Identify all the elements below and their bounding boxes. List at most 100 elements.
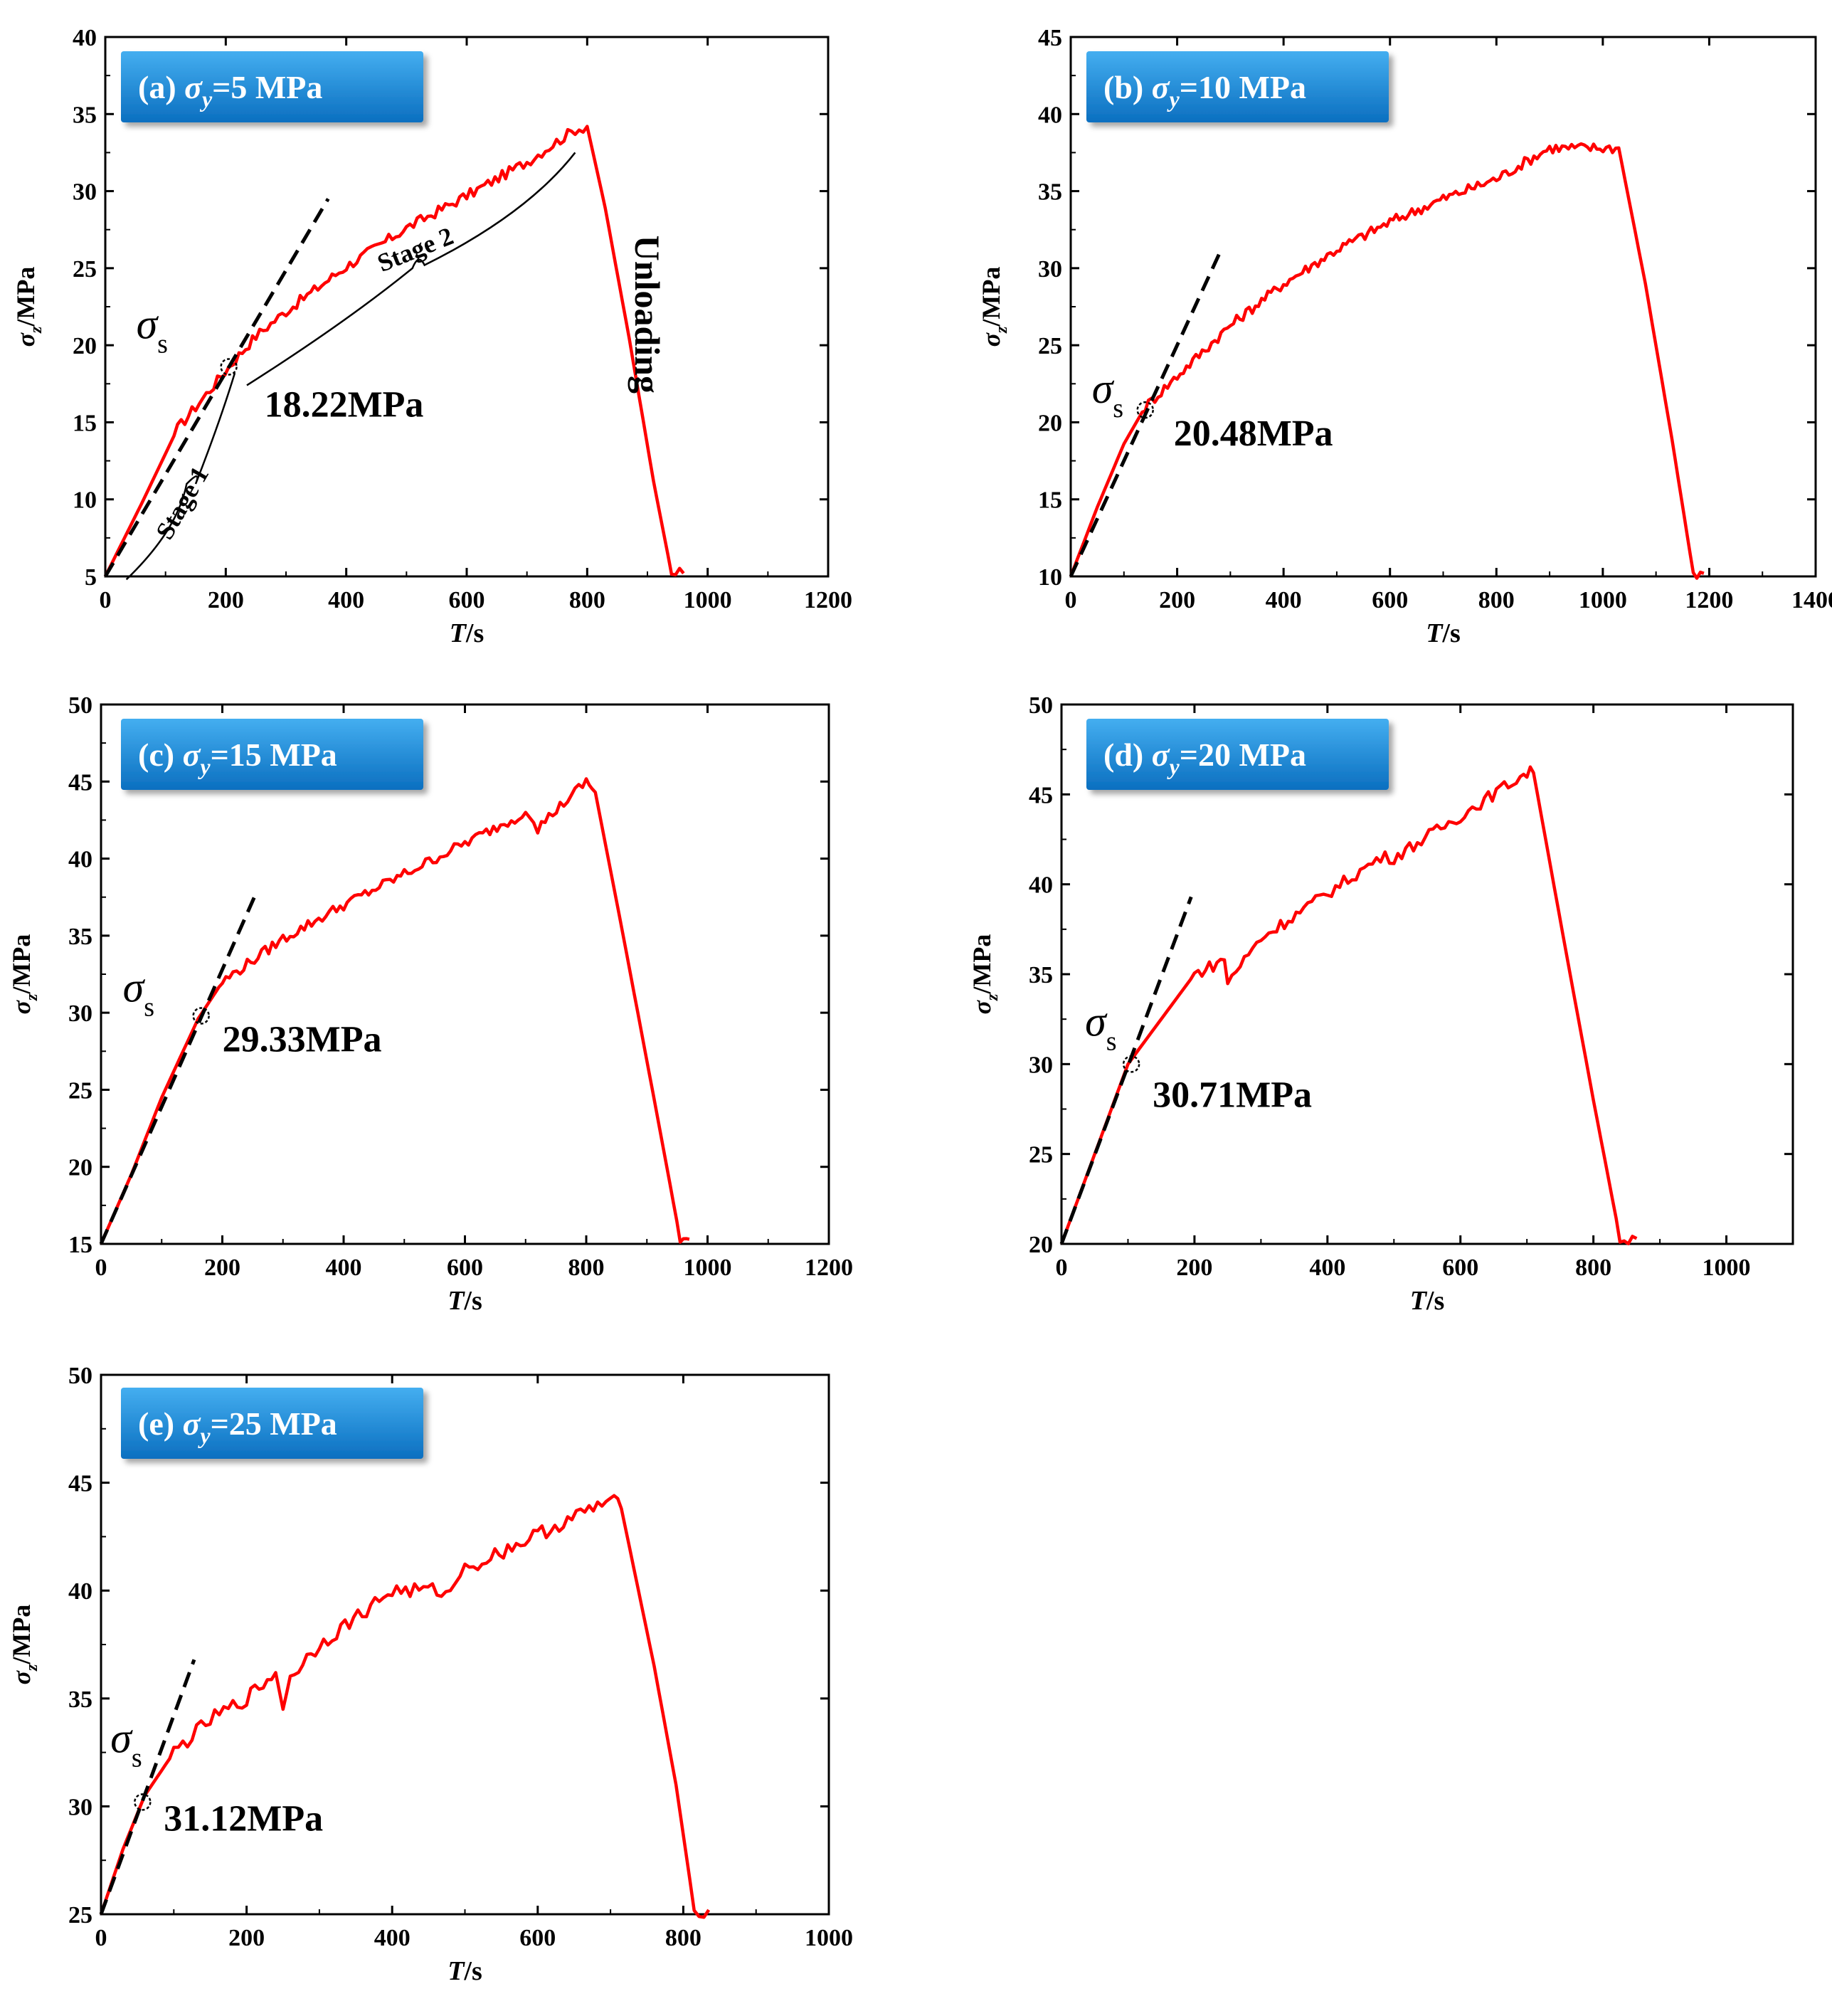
y-tick-label: 30 (68, 1001, 92, 1027)
chart-panel-0: 0 200 400 600 800 1000 1200 5 10 15 20 25 30 35 40 T/s σ… (11, 25, 852, 648)
title-background (121, 719, 423, 790)
x-tick-label: 400 (1266, 587, 1302, 613)
x-tick-label: 200 (228, 1925, 265, 1951)
y-tick-label: 40 (68, 1578, 92, 1605)
x-tick-label: 200 (1176, 1255, 1212, 1281)
y-tick-label: 5 (85, 564, 97, 591)
x-tick-label: 800 (1478, 587, 1515, 613)
x-axis-label: T/s (450, 618, 485, 648)
x-tick-label: 800 (665, 1925, 701, 1951)
x-axis-label: T/s (1410, 1286, 1445, 1316)
elastic-fit-line (1069, 252, 1222, 578)
panel-title-box: (e) σy=25 MPa (121, 1388, 423, 1459)
y-tick-label: 15 (73, 410, 97, 436)
x-tick-label: 1000 (805, 1925, 853, 1951)
yield-symbol: σs (110, 1714, 142, 1773)
y-tick-label: 50 (1029, 692, 1053, 719)
x-tick-label: 200 (1159, 587, 1195, 613)
y-tick-label: 50 (68, 692, 92, 719)
y-tick-label: 25 (1029, 1142, 1053, 1168)
y-tick-label: 40 (1038, 102, 1062, 128)
y-tick-label: 30 (1038, 256, 1062, 283)
x-tick-label: 1200 (1685, 587, 1733, 613)
y-tick-label: 30 (73, 179, 97, 206)
yield-value-label: 29.33MPa (223, 1019, 382, 1060)
stage2-brace (246, 152, 576, 386)
x-tick-label: 600 (519, 1925, 556, 1951)
x-axis-label: T/s (448, 1956, 482, 1986)
x-tick-label: 200 (208, 587, 244, 613)
y-tick-label: 45 (1038, 25, 1062, 51)
x-tick-label: 0 (95, 1255, 107, 1281)
y-tick-label: 45 (68, 1471, 92, 1497)
x-tick-label: 1000 (1703, 1255, 1751, 1281)
yield-symbol: σs (1085, 998, 1116, 1056)
y-tick-label: 20 (1038, 410, 1062, 436)
y-tick-label: 45 (68, 769, 92, 796)
x-tick-label: 1000 (684, 587, 732, 613)
y-tick-label: 20 (73, 333, 97, 359)
x-tick-label: 600 (1372, 587, 1408, 613)
y-tick-label: 15 (1038, 487, 1062, 514)
x-axis-label: T/s (1426, 618, 1461, 648)
series-line-0 (1059, 765, 1638, 1246)
stage1-brace (125, 372, 236, 581)
x-tick-label: 1000 (1579, 587, 1627, 613)
y-axis-label: σz/MPa (11, 267, 46, 347)
x-tick-label: 1200 (805, 1255, 853, 1281)
panel-title: (c) σy=15 MPa (138, 737, 337, 779)
y-tick-label: 35 (1038, 179, 1062, 206)
yield-symbol: σs (1092, 365, 1123, 423)
panel-title: (e) σy=25 MPa (138, 1405, 337, 1448)
y-tick-label: 25 (68, 1077, 92, 1104)
annotation-1: Stage 2 (374, 221, 457, 278)
x-tick-label: 0 (100, 587, 112, 613)
y-tick-label: 35 (73, 102, 97, 128)
x-tick-label: 600 (1442, 1255, 1478, 1281)
x-tick-label: 800 (569, 587, 605, 613)
elastic-fit-line (103, 198, 330, 578)
y-tick-label: 25 (1038, 333, 1062, 359)
yield-symbol: σs (137, 300, 168, 359)
title-background (121, 51, 423, 122)
yield-point-marker (1136, 401, 1154, 419)
series-line-0 (103, 125, 685, 578)
panel-title: (a) σy=5 MPa (138, 69, 322, 112)
yield-value-label: 20.48MPa (1174, 413, 1333, 454)
yield-symbol: σs (123, 964, 154, 1022)
y-tick-label: 30 (68, 1794, 92, 1820)
x-tick-label: 0 (1056, 1255, 1068, 1281)
y-tick-label: 35 (1029, 962, 1053, 988)
y-axis-label: σz/MPa (968, 934, 1002, 1015)
y-tick-label: 10 (73, 487, 97, 514)
title-background (1086, 719, 1389, 790)
y-tick-label: 45 (1029, 782, 1053, 808)
title-background (121, 1388, 423, 1459)
y-axis-label: σz/MPa (7, 934, 41, 1015)
y-axis-label: σz/MPa (977, 267, 1011, 347)
elastic-fit-line (99, 893, 258, 1245)
yield-value-label: 30.71MPa (1153, 1075, 1312, 1115)
y-tick-label: 40 (73, 25, 97, 51)
panel-title: (b) σy=10 MPa (1103, 69, 1306, 112)
panel-title-box: (a) σy=5 MPa (121, 51, 423, 122)
y-tick-label: 15 (68, 1232, 92, 1258)
x-tick-label: 400 (1309, 1255, 1345, 1281)
x-tick-label: 800 (568, 1255, 605, 1281)
x-axis-label: T/s (448, 1286, 482, 1316)
x-tick-label: 400 (328, 587, 364, 613)
panel-title: (d) σy=20 MPa (1103, 737, 1306, 779)
title-background (1086, 51, 1389, 122)
x-tick-label: 0 (95, 1925, 107, 1951)
y-tick-label: 50 (68, 1363, 92, 1389)
x-tick-label: 800 (1575, 1255, 1611, 1281)
annotation-2: Unloading (628, 236, 667, 394)
y-tick-label: 30 (1029, 1052, 1053, 1078)
chart-panel-3: 0 200 400 600 800 1000 20 25 30 35 40 45 50 T/s σz/MPa… (968, 692, 1794, 1316)
y-tick-label: 35 (68, 1687, 92, 1713)
elastic-fit-line (99, 1659, 196, 1915)
chart-panel-1: 0 200 400 600 800 1000 1200 1400 10 15 20 25 30 35 40 4… (977, 25, 1832, 648)
series-line-0 (99, 777, 690, 1245)
x-tick-label: 400 (326, 1255, 362, 1281)
yield-point-marker (1122, 1055, 1140, 1073)
